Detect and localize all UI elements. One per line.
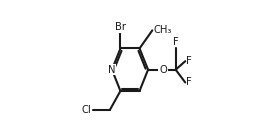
Text: F: F <box>186 56 192 66</box>
Text: F: F <box>173 37 178 47</box>
Text: Br: Br <box>115 22 126 32</box>
Text: CH₃: CH₃ <box>153 25 172 35</box>
Text: N: N <box>108 65 116 75</box>
Text: O: O <box>159 65 167 75</box>
Text: F: F <box>186 77 192 87</box>
Text: Cl: Cl <box>82 105 92 115</box>
